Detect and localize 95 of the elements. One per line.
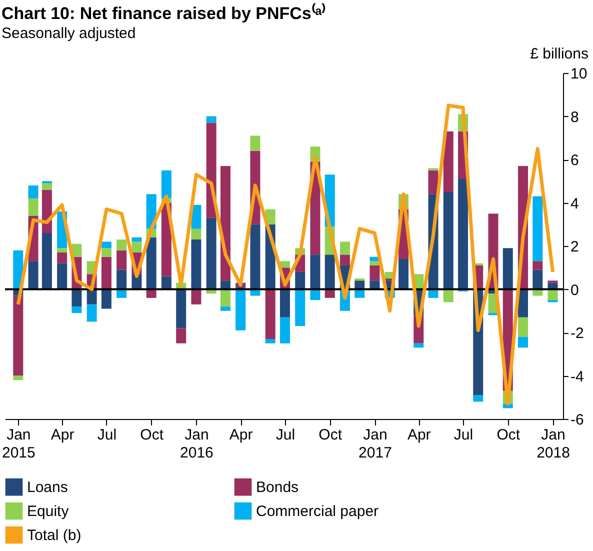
bar <box>28 185 38 198</box>
y-tick-label: 2 <box>570 238 579 256</box>
bar <box>42 233 52 290</box>
bar <box>532 196 543 262</box>
bar <box>340 242 350 255</box>
legend-label: Commercial paper <box>256 503 379 520</box>
bar <box>101 242 112 248</box>
bar <box>295 289 306 326</box>
bar <box>220 306 230 311</box>
bar <box>280 289 290 318</box>
bar <box>191 228 202 240</box>
legend-label: Loans <box>27 479 68 496</box>
legend-label: Equity <box>27 503 70 520</box>
legend-label: Total (b) <box>27 527 82 544</box>
bar <box>458 178 468 290</box>
y-tick-label: -4 <box>570 368 584 386</box>
bar <box>13 376 24 380</box>
bar <box>206 218 216 290</box>
y-tick-label: 10 <box>570 66 588 82</box>
bar <box>236 289 246 330</box>
bar <box>532 261 543 270</box>
bar <box>280 261 290 268</box>
bar <box>398 258 408 290</box>
bar <box>176 289 186 328</box>
bar <box>28 198 38 216</box>
bar <box>57 263 68 290</box>
x-tick-label: Oct <box>140 426 164 444</box>
bar <box>161 170 172 198</box>
bar <box>220 289 230 307</box>
x-tick-label: Jan 2017 <box>358 426 392 462</box>
x-tick-label: Jul <box>97 426 117 444</box>
x-tick-label: Jan 2015 <box>2 426 36 462</box>
x-tick-label: Jul <box>276 426 296 444</box>
bar <box>161 276 172 290</box>
bar <box>370 261 380 266</box>
bar <box>265 289 276 339</box>
bar <box>57 248 68 252</box>
bar <box>206 116 216 123</box>
bar <box>265 338 276 344</box>
bar <box>132 242 142 252</box>
bar <box>443 131 454 192</box>
bar <box>146 237 156 290</box>
y-tick-label: 8 <box>570 108 579 126</box>
bar <box>101 256 112 290</box>
y-tick-label: 0 <box>570 282 579 299</box>
bar <box>116 250 127 270</box>
bar <box>414 343 424 348</box>
y-tick-label: -2 <box>570 325 584 342</box>
y-tick-label: -6 <box>570 412 584 428</box>
bar <box>86 304 97 322</box>
x-tick-label: Apr <box>50 426 74 444</box>
bar <box>532 270 543 290</box>
chart-title: Chart 10: Net finance raised by PNFCs⁽ᵃ⁾ <box>1 3 326 23</box>
bar <box>370 265 380 281</box>
bar <box>310 254 320 290</box>
bar <box>116 270 127 290</box>
bar <box>101 248 112 257</box>
bar <box>443 192 454 290</box>
x-tick-label: Jan 2018 <box>536 426 570 462</box>
y-tick-label: 6 <box>570 152 579 169</box>
bar <box>191 289 202 304</box>
y-tick-label: 4 <box>570 195 579 212</box>
bar <box>28 261 38 290</box>
bar <box>13 296 24 376</box>
bar <box>250 136 260 151</box>
chart-subtitle: Seasonally adjusted <box>1 25 136 42</box>
x-tick-label: Oct <box>318 426 343 444</box>
bar <box>191 240 202 290</box>
bar <box>518 317 528 337</box>
bar <box>428 170 438 194</box>
bar <box>176 328 186 344</box>
bar <box>295 272 306 290</box>
bar <box>42 183 52 190</box>
bar <box>132 237 142 242</box>
x-tick-label: Oct <box>496 426 521 444</box>
line-series <box>16 104 555 406</box>
bar <box>116 240 127 250</box>
bar <box>354 278 365 281</box>
x-tick-label: Jan 2016 <box>180 426 214 462</box>
legend-label: Bonds <box>256 479 299 496</box>
bar <box>340 254 350 266</box>
bar <box>250 224 260 290</box>
bar <box>101 289 112 309</box>
bar <box>518 336 528 348</box>
y-axis-title: £ billions <box>530 46 588 62</box>
bar <box>473 395 484 402</box>
bar <box>72 289 82 307</box>
x-tick-label: Apr <box>229 426 253 444</box>
bar <box>502 248 513 290</box>
bar <box>280 317 290 344</box>
x-tick-label: Apr <box>407 426 431 444</box>
bar <box>57 252 68 264</box>
bar <box>72 306 82 314</box>
x-tick-label: Jul <box>454 426 474 444</box>
bar <box>324 254 335 290</box>
